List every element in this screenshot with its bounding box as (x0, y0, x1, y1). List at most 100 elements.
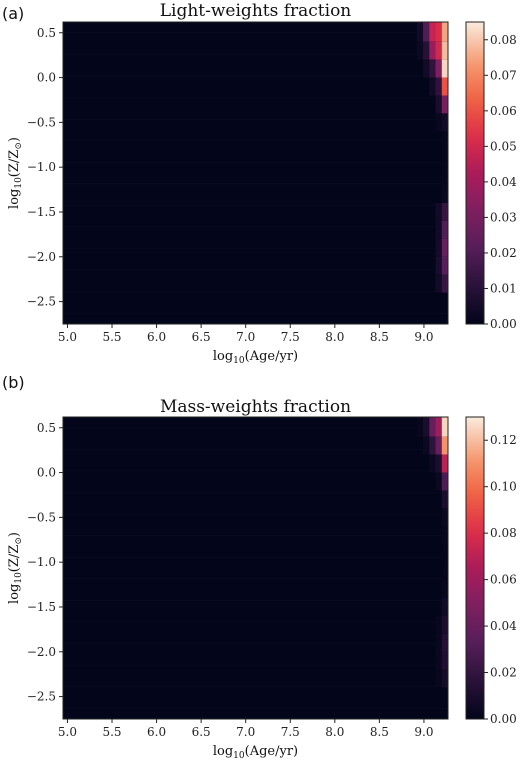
heatmap-cell (441, 203, 448, 221)
heatmap-cell (435, 22, 442, 42)
chart-title: Light-weights fraction (160, 1, 352, 21)
heatmap-cell (435, 238, 442, 257)
colorbar-tick-label: 0.03 (490, 210, 517, 224)
y-tick-label: −1.0 (27, 555, 56, 569)
heatmap-cell (441, 41, 448, 60)
heatmap-cell (441, 238, 448, 257)
heatmap-cell (435, 417, 442, 437)
heatmap-cell (435, 220, 442, 239)
heatmap-cell (435, 256, 442, 275)
heatmap-cell (429, 41, 436, 60)
heatmap-cell (441, 580, 448, 599)
heatmap-cell (429, 77, 436, 96)
colorbar-tick-label: 0.04 (490, 619, 517, 633)
heatmap-cell (441, 220, 448, 239)
x-tick-label: 6.5 (192, 725, 211, 739)
colorbar-tick-label: 0.08 (490, 33, 517, 47)
heatmap-cell (441, 22, 448, 42)
heatmap-cell (435, 651, 442, 670)
x-tick-label: 5.0 (58, 330, 77, 344)
x-tick-label: 8.5 (370, 330, 389, 344)
heatmap-cell (441, 490, 448, 509)
heatmap-cell (435, 633, 442, 652)
heatmap-cell (441, 131, 448, 150)
heatmap-cell (441, 59, 448, 78)
heatmap-cell (441, 274, 448, 293)
heatmap-cell (435, 454, 442, 473)
heatmap-cell (441, 113, 448, 132)
heatmap-cell (429, 454, 436, 473)
colorbar-tick-label: 0.10 (490, 480, 517, 494)
heatmap-background (63, 22, 448, 324)
y-tick-label: −2.5 (27, 690, 56, 704)
heatmap-cell (429, 417, 436, 437)
heatmap-cell (441, 615, 448, 634)
y-tick-label: −1.0 (27, 160, 56, 174)
y-tick-label: −2.0 (27, 645, 56, 659)
colorbar (465, 21, 485, 325)
colorbar (465, 416, 485, 720)
heatmap-cell (423, 22, 430, 42)
heatmap-cell (435, 436, 442, 455)
heatmap-cell (441, 454, 448, 473)
heatmap-cell (441, 149, 448, 168)
x-tick-label: 5.0 (58, 725, 77, 739)
x-tick-label: 5.5 (102, 725, 121, 739)
heatmap-cell (441, 598, 448, 616)
x-tick-label: 7.0 (236, 330, 255, 344)
panel-label: (b) (2, 373, 25, 392)
x-tick-label: 9.0 (414, 725, 433, 739)
x-axis-label: log10(Age/yr) (213, 349, 298, 366)
plot-frame (62, 416, 449, 720)
heatmap-cell (429, 22, 436, 42)
heatmap-cell (423, 417, 430, 437)
heatmap-cell (441, 526, 448, 545)
y-axis-label: log10(Z/Z⊙) (7, 137, 24, 209)
colorbar-tick-label: 0.06 (490, 573, 517, 587)
x-tick-label: 6.5 (192, 330, 211, 344)
heatmap-cell (435, 615, 442, 634)
heatmap-cell (441, 95, 448, 114)
colorbar-tick-label: 0.02 (490, 246, 517, 260)
colorbar-tick-label: 0.07 (490, 68, 517, 82)
panel-label: (a) (2, 4, 24, 23)
colorbar-tick-label: 0.12 (490, 433, 517, 447)
heatmap-cell (441, 508, 448, 527)
heatmap-cell (441, 472, 448, 491)
heatmap-cell (441, 185, 448, 204)
y-tick-label: −2.0 (27, 250, 56, 264)
heatmap-cell (429, 59, 436, 78)
x-tick-label: 7.5 (281, 330, 300, 344)
x-tick-label: 8.5 (370, 725, 389, 739)
heatmap-background (63, 417, 448, 719)
heatmap-cell (441, 436, 448, 455)
heatmap-cell (435, 113, 442, 132)
heatmap-cell (441, 544, 448, 563)
heatmap-cell (441, 417, 448, 437)
y-tick-label: −1.5 (27, 600, 56, 614)
heatmap-cell (435, 59, 442, 78)
heatmap-cell (416, 417, 424, 437)
heatmap-cell (429, 436, 436, 455)
x-axis-label: log10(Age/yr) (213, 744, 298, 761)
y-tick-label: 0.5 (37, 421, 56, 435)
heatmap-cell (435, 77, 442, 96)
heatmap-cell (416, 22, 424, 42)
x-tick-label: 7.5 (281, 725, 300, 739)
heatmap-cell (441, 633, 448, 652)
heatmap-cell (441, 77, 448, 96)
y-tick-label: −1.5 (27, 205, 56, 219)
x-tick-label: 8.0 (325, 725, 344, 739)
x-tick-label: 6.0 (147, 330, 166, 344)
colorbar-tick-label: 0.05 (490, 139, 517, 153)
x-tick-label: 6.0 (147, 725, 166, 739)
heatmap-cell (423, 41, 430, 60)
x-tick-label: 7.0 (236, 725, 255, 739)
y-tick-label: −0.5 (27, 115, 56, 129)
heatmap-cell (435, 274, 442, 293)
heatmap-cell (435, 41, 442, 60)
colorbar-tick-label: 0.02 (490, 666, 517, 680)
plot-frame (62, 21, 449, 325)
heatmap-cell (441, 167, 448, 186)
